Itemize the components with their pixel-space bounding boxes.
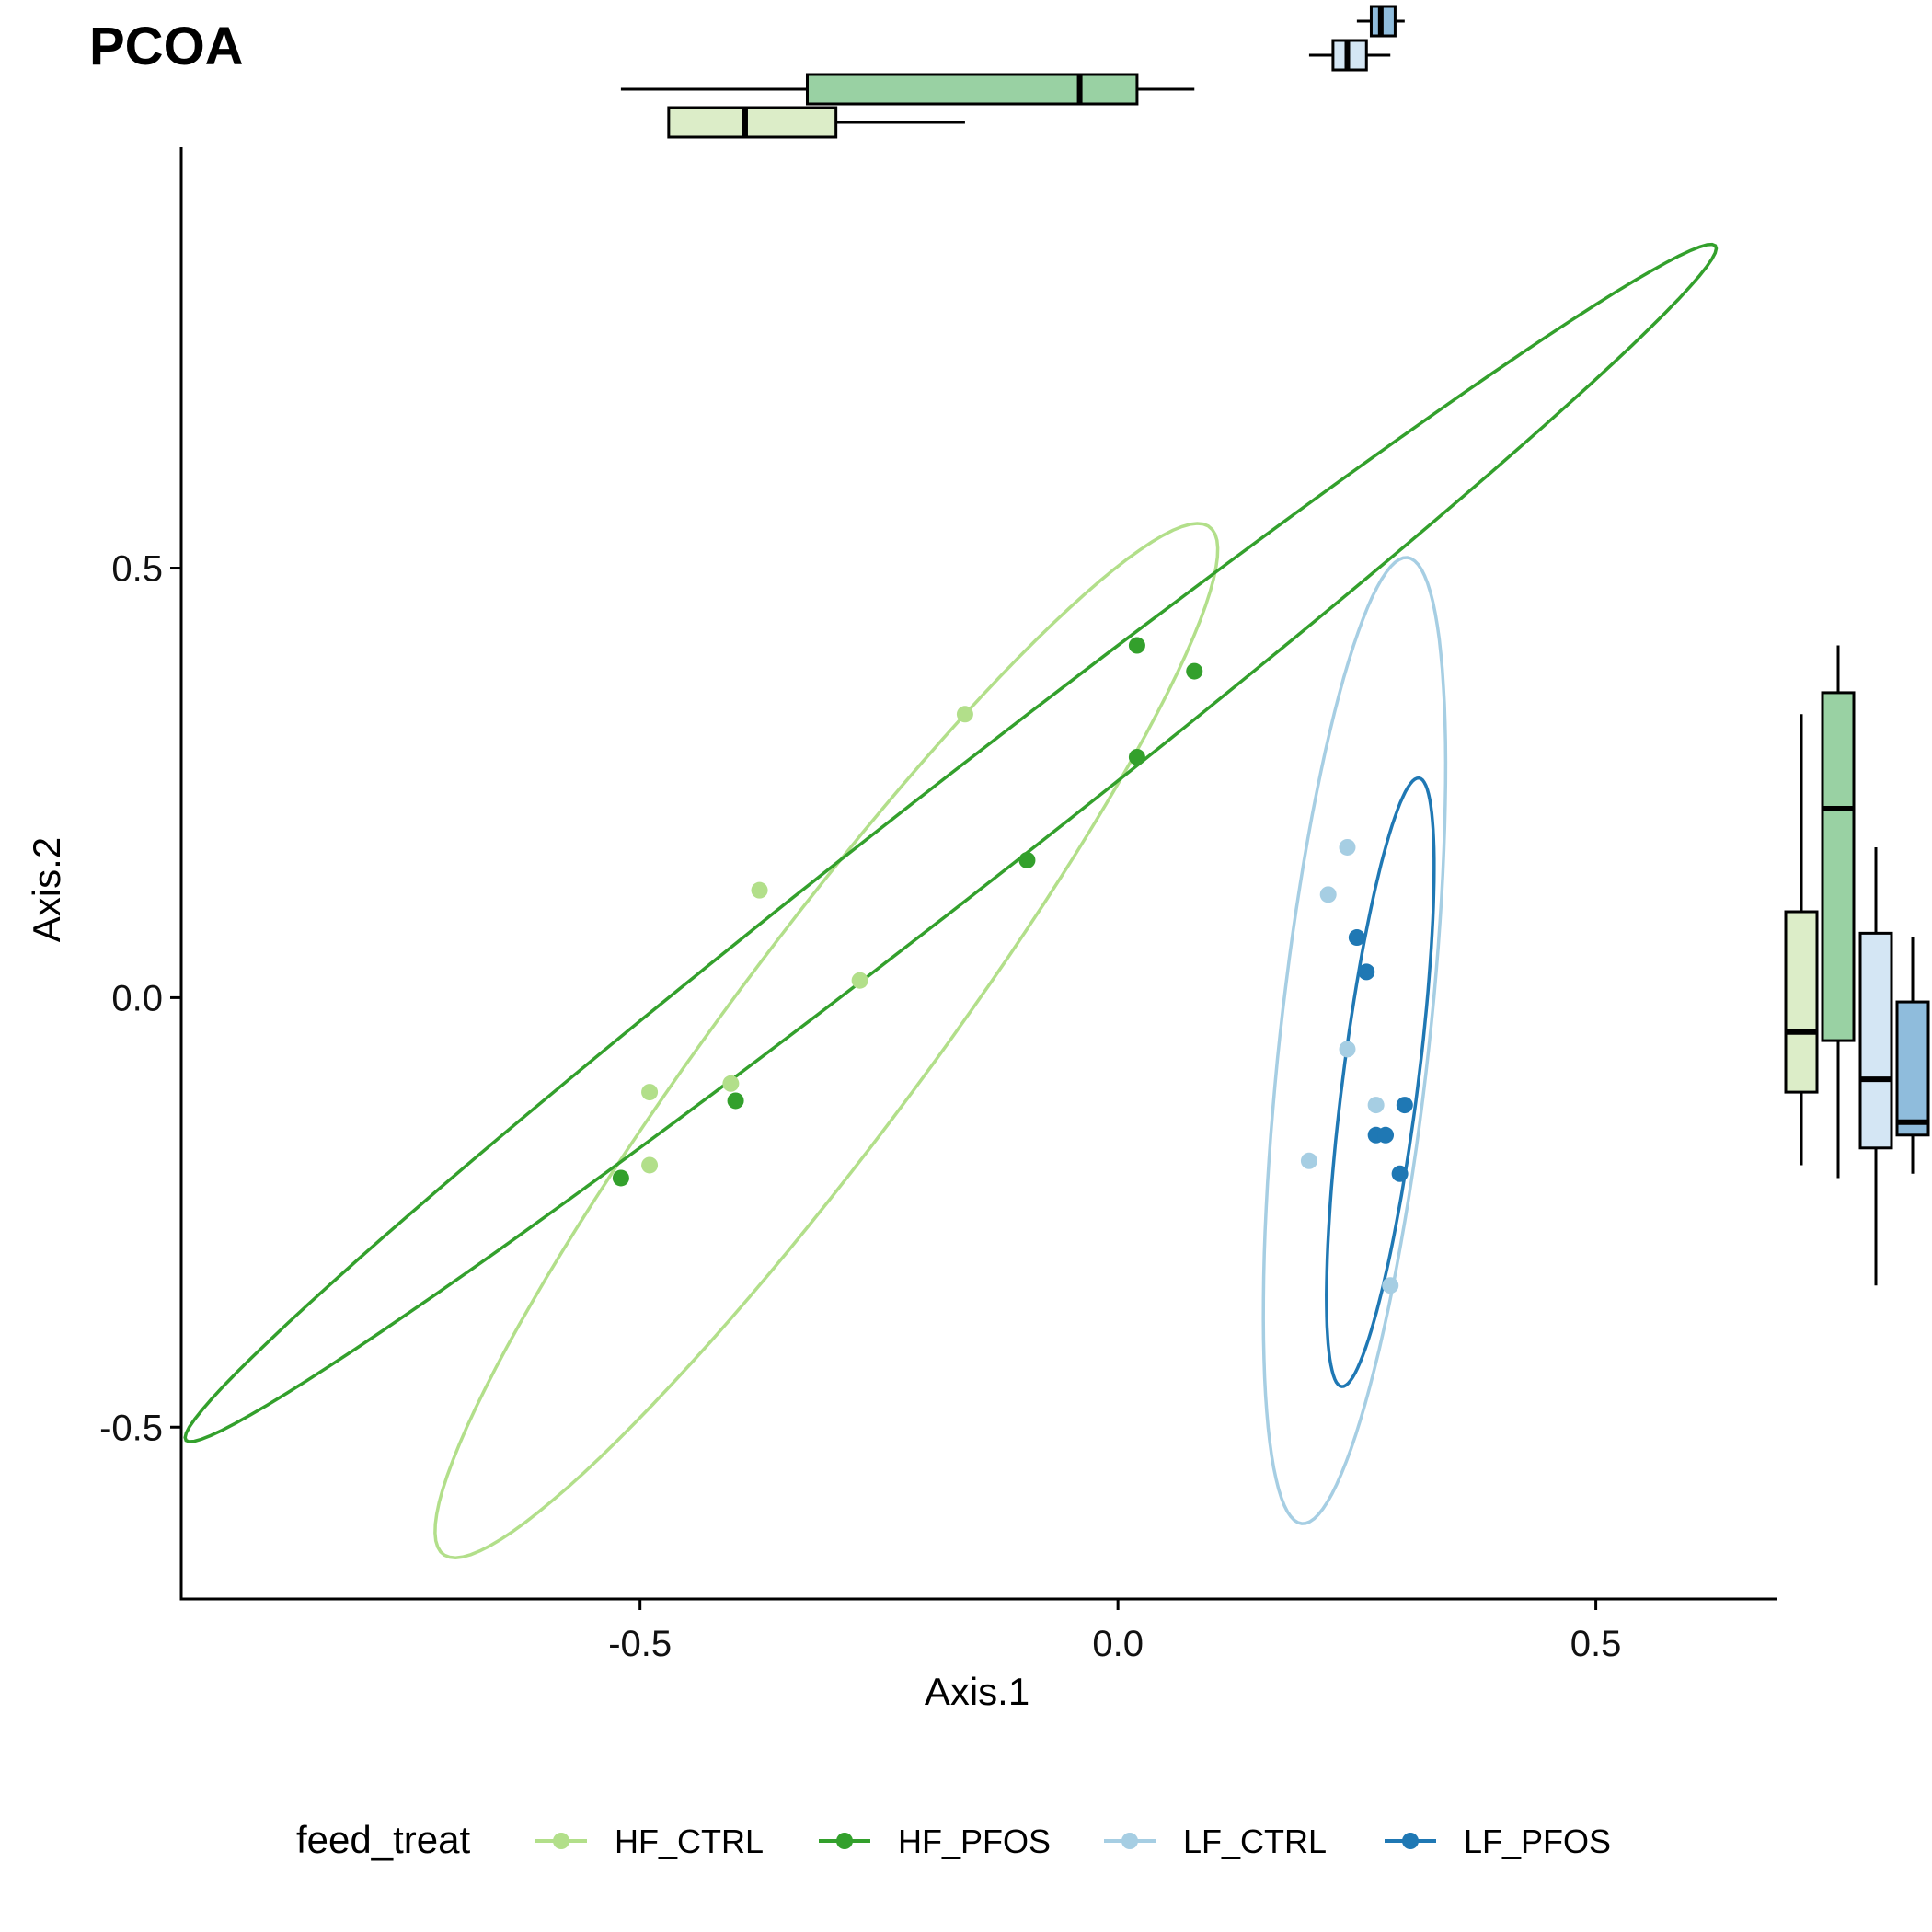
legend-label: LF_CTRL [1183,1823,1327,1860]
point-hf-pfos [1186,662,1203,680]
x-tick-label: 0.5 [1570,1624,1622,1664]
y-tick-label: 0.0 [111,978,163,1018]
y-axis-title: Axis.2 [25,837,68,942]
right-marginal-boxplots [1784,645,1930,1286]
boxplot-box [805,73,1139,106]
point-lf-pfos [1377,1126,1395,1144]
point-hf-pfos [1018,851,1036,868]
point-lf-ctrl [1339,838,1356,856]
legend-key-point [1402,1833,1419,1849]
legend-item-lf-ctrl: LF_CTRL [1104,1823,1327,1860]
legend-item-hf-ctrl: HF_CTRL [535,1823,764,1860]
ellipse-hf-pfos [183,242,1719,1443]
legend: feed_treat HF_CTRL HF_PFOS LF_CTRL LF_PFOS [296,1818,1611,1861]
legend-key-point [836,1833,853,1849]
top-boxplot-hf-pfos [620,73,1195,106]
point-hf-pfos [1128,637,1145,654]
confidence-ellipses [183,242,1719,1559]
legend-item-hf-pfos: HF_PFOS [819,1823,1051,1860]
point-hf-ctrl [851,972,868,989]
plot-area [183,242,1719,1559]
y-tick-label: -0.5 [99,1408,163,1448]
point-hf-ctrl [641,1084,659,1101]
point-lf-pfos [1396,1097,1413,1114]
right-boxplot-lf-ctrl [1858,846,1893,1286]
x-axis-title: Axis.1 [925,1670,1029,1713]
boxplot-box [1895,1000,1930,1137]
x-tick-label: 0.0 [1092,1624,1144,1664]
ellipse-lf-ctrl [1261,556,1448,1525]
legend-title: feed_treat [296,1818,470,1861]
point-lf-pfos [1348,929,1365,947]
top-boxplot-lf-ctrl [1308,39,1391,72]
point-hf-ctrl [641,1156,659,1174]
right-boxplot-hf-ctrl [1784,714,1819,1166]
legend-items: HF_CTRL HF_PFOS LF_CTRL LF_PFOS [535,1823,1611,1860]
x-axis-ticks: -0.5 0.0 0.5 [608,1599,1621,1664]
chart-title: PCOA [89,17,244,76]
legend-label: LF_PFOS [1464,1823,1611,1860]
boxplot-box [667,106,838,139]
top-boxplot-lf-pfos [1356,5,1405,38]
point-hf-pfos [1128,748,1145,765]
top-boxplot-hf-ctrl [667,106,965,139]
top-marginal-boxplots [620,5,1405,139]
point-lf-ctrl [1367,1097,1385,1114]
point-lf-ctrl [1300,1152,1317,1169]
data-points [612,637,1413,1294]
point-hf-pfos [727,1092,744,1110]
x-tick-label: -0.5 [608,1624,672,1664]
legend-label: HF_CTRL [615,1823,764,1860]
boxplot-box [1821,691,1856,1042]
legend-key-point [553,1833,569,1849]
point-hf-ctrl [751,881,768,899]
point-hf-ctrl [722,1075,740,1092]
point-lf-pfos [1358,963,1375,981]
ellipse-lf-pfos [1325,776,1436,1388]
right-boxplot-lf-pfos [1895,937,1930,1174]
boxplot-box [1858,931,1893,1150]
point-lf-ctrl [1382,1277,1399,1294]
ellipse-hf-ctrl [433,522,1220,1559]
y-tick-label: 0.5 [111,549,163,590]
point-lf-ctrl [1319,886,1337,903]
point-lf-ctrl [1339,1041,1356,1058]
legend-key-point [1121,1833,1138,1849]
right-boxplot-hf-pfos [1821,645,1856,1179]
point-lf-pfos [1391,1165,1409,1182]
legend-item-lf-pfos: LF_PFOS [1385,1823,1611,1860]
boxplot-box [1784,910,1819,1094]
y-axis-ticks: -0.5 0.0 0.5 [99,549,181,1448]
point-hf-pfos [612,1169,629,1187]
point-hf-ctrl [956,706,973,723]
legend-label: HF_PFOS [898,1823,1051,1860]
